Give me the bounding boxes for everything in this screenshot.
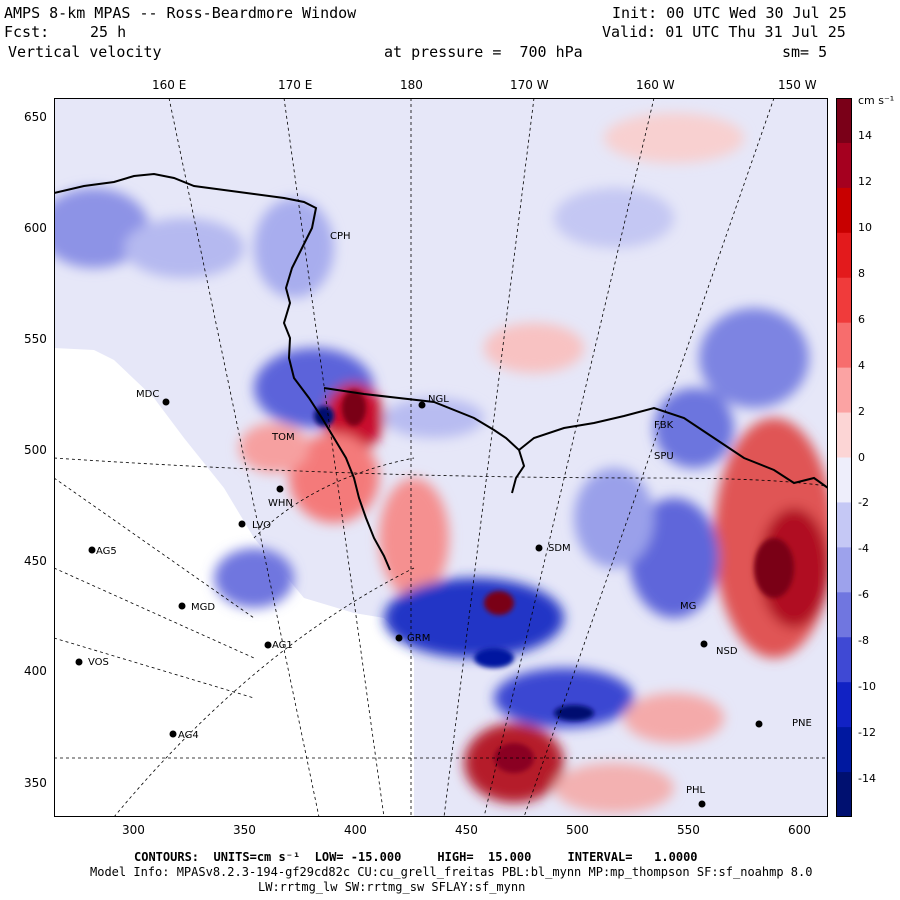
colorbar-label: 12 [858,174,872,188]
station-lvo: LVO [252,520,272,531]
y-tick-650: 650 [24,110,47,124]
station-mgd: MGD [191,602,216,613]
colorbar-swatch [836,637,852,683]
station-ag5: AG5 [96,546,117,557]
colorbar-swatch [836,142,852,189]
colorbar-label: 0 [858,450,865,464]
variable-name: Vertical velocity [8,43,162,61]
station-cph: CPH [330,231,351,242]
colorbar-label: 14 [858,129,872,142]
model-info: Model Info: MPASv8.2.3-194-gf29cd82c CU:… [90,865,813,879]
colorbar-swatch [836,367,852,414]
colorbar-swatch [836,457,852,503]
colorbar-label: 2 [858,404,865,418]
map-title: AMPS 8-km MPAS -- Ross-Beardmore Window [4,4,357,22]
colorbar-label: -6 [858,588,869,602]
init-time: Init: 00 UTC Wed 30 Jul 25 [612,4,847,22]
station-mg: MG [680,601,697,612]
valid-time: Valid: 01 UTC Thu 31 Jul 25 [602,23,846,41]
forecast-hour: 25 h [90,23,127,41]
x-tick-500: 500 [566,823,589,837]
colorbar-label: -8 [858,634,869,648]
station-spu: SPU [654,451,674,462]
colorbar-label: 8 [858,266,865,280]
colorbar-swatch [836,502,852,548]
x-tick-550: 550 [677,823,700,837]
station-ag4: AG4 [178,730,199,741]
lon-label-180: 180 [400,78,423,92]
station-nsd: NSD [716,646,738,657]
y-tick-400: 400 [24,664,47,678]
colorbar-swatch [836,277,852,324]
model-info-physics: LW:rrtmg_lw SW:rrtmg_sw SFLAY:sf_mynn [258,880,526,894]
y-tick-450: 450 [24,554,47,568]
station-mdc: MDC [136,389,160,400]
colorbar-label: 6 [858,312,865,326]
y-tick-350: 350 [24,776,47,790]
x-tick-300: 300 [122,823,145,837]
lon-label-170w: 170 W [510,78,549,92]
colorbar-swatch [836,232,852,279]
colorbar-unit: cm s⁻¹ [858,94,895,107]
station-vos: VOS [88,657,109,668]
vertical-velocity-map [54,98,828,817]
station-fbk: FBK [654,420,674,431]
colorbar-swatch [836,682,852,728]
colorbar-swatch [836,412,852,458]
station-whn: WHN [268,498,293,509]
station-phl: PHL [686,785,706,796]
colorbar-label: 4 [858,358,865,372]
lon-label-160e: 160 E [152,78,187,92]
colorbar-label: -12 [858,726,876,740]
station-tom: TOM [272,432,295,443]
station-ngl: NGL [428,394,449,405]
colorbar-label: -4 [858,542,869,556]
x-tick-600: 600 [788,823,811,837]
colorbar-swatch [836,547,852,593]
x-tick-450: 450 [455,823,478,837]
x-tick-400: 400 [344,823,367,837]
y-tick-500: 500 [24,443,47,457]
lon-label-170e: 170 E [278,78,313,92]
pressure-level: at pressure = 700 hPa [384,43,583,61]
station-pne: PNE [792,718,812,729]
y-tick-600: 600 [24,221,47,235]
colorbar-swatch [836,322,852,369]
lon-label-150w: 150 W [778,78,817,92]
colorbar-swatch [836,98,852,144]
station-ag1: AG1 [272,640,293,651]
colorbar-label: -2 [858,496,869,510]
lon-label-160w: 160 W [636,78,675,92]
forecast-label: Fcst: [4,23,50,41]
smoothing: sm= 5 [782,43,828,61]
station-sdm: SDM [548,543,571,554]
station-grm: GRM [407,633,431,644]
colorbar-label: 10 [858,220,872,234]
colorbar-swatch [836,727,852,773]
colorbar-label: -10 [858,680,876,694]
y-tick-550: 550 [24,332,47,346]
x-tick-350: 350 [233,823,256,837]
colorbar-swatch [836,772,852,817]
colorbar [836,98,852,817]
contours-info: CONTOURS: UNITS=cm s⁻¹ LOW= -15.000 HIGH… [134,850,698,864]
colorbar-label: -14 [858,772,876,785]
colorbar-swatch [836,592,852,638]
colorbar-swatch [836,187,852,234]
